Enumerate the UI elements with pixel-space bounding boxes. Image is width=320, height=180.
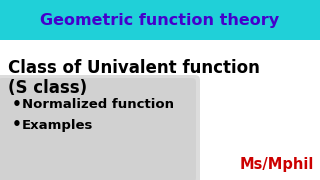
Text: Geometric function theory: Geometric function theory bbox=[40, 12, 280, 28]
Bar bbox=[0, 40, 320, 180]
Text: (S class): (S class) bbox=[8, 79, 87, 97]
FancyBboxPatch shape bbox=[0, 75, 200, 180]
Text: •: • bbox=[12, 118, 22, 132]
Text: Class of Univalent function: Class of Univalent function bbox=[8, 59, 260, 77]
Bar bbox=[0, 0, 320, 40]
Text: Examples: Examples bbox=[22, 118, 93, 132]
FancyBboxPatch shape bbox=[0, 78, 196, 180]
Text: Ms/Mphil: Ms/Mphil bbox=[240, 157, 314, 172]
Text: Normalized function: Normalized function bbox=[22, 98, 174, 111]
Text: •: • bbox=[12, 98, 22, 112]
